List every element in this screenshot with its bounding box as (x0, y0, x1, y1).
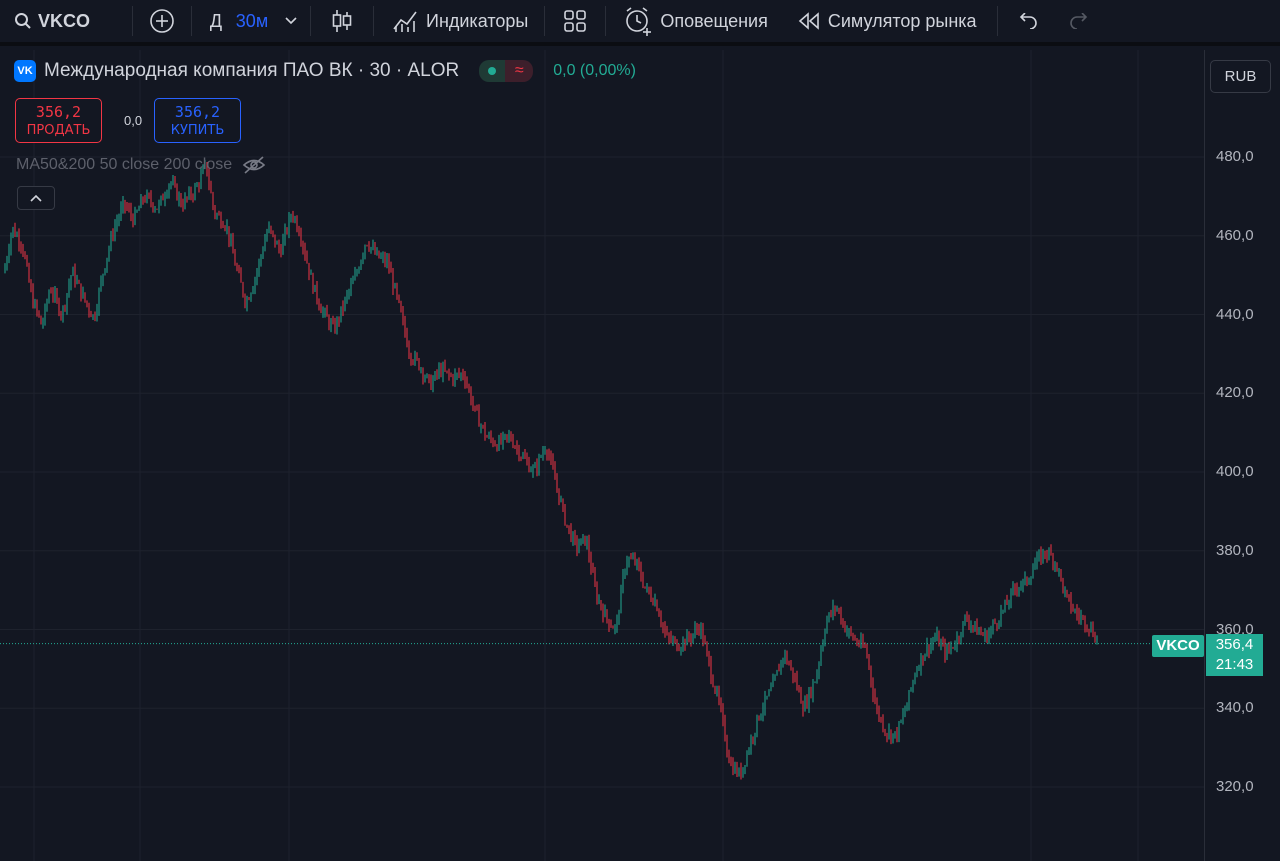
chevron-up-icon (30, 194, 42, 202)
compare-symbol-button[interactable] (135, 0, 189, 44)
undo-icon (1017, 13, 1039, 29)
sell-label: ПРОДАТЬ (26, 123, 91, 138)
layouts-button[interactable] (547, 0, 603, 44)
price-tick-label: 460,0 (1216, 226, 1254, 244)
interval-dropdown-button[interactable] (274, 0, 308, 44)
currency-button[interactable]: RUB (1210, 60, 1271, 93)
rewind-icon (798, 12, 820, 30)
toolbar-divider (605, 6, 607, 36)
vk-logo: VK (14, 60, 36, 82)
ma-indicator-label: MA50&200 50 close 200 close (16, 156, 233, 173)
toolbar-divider (996, 6, 998, 36)
top-toolbar: VKCO Д 30м Индикаторы Оповещения (0, 0, 1280, 46)
price-tick-label: 360,0 (1216, 620, 1254, 638)
toolbar-divider (191, 6, 192, 36)
chart-grid (0, 50, 1204, 861)
price-tick-label: 480,0 (1216, 148, 1254, 165)
redo-button[interactable] (1056, 0, 1102, 44)
toolbar-divider (310, 6, 311, 36)
toolbar-divider (373, 6, 374, 36)
market-open-dot-icon (479, 60, 506, 82)
price-axis[interactable] (1204, 50, 1280, 861)
last-price-value: 356,4 (1215, 636, 1254, 653)
chart-legend: VK Международная компания ПАО ВК · 30 · … (14, 60, 636, 82)
search-icon (14, 12, 32, 30)
ma-indicator-legend[interactable]: MA50&200 50 close 200 close (16, 156, 266, 174)
indicators-icon (392, 9, 418, 33)
buy-button[interactable]: 356,2 КУПИТЬ (154, 98, 241, 143)
alarm-clock-icon (624, 6, 654, 36)
price-change: 0,0 (0,00%) (553, 62, 636, 79)
collapse-legend-button[interactable] (17, 186, 55, 210)
price-tick-label: 440,0 (1216, 305, 1254, 323)
interval-30m-button[interactable]: 30м (235, 10, 269, 31)
symbol-label: VKCO (38, 10, 91, 31)
price-tick-label: 420,0 (1216, 384, 1254, 402)
interval-day-button[interactable]: Д (209, 10, 223, 31)
indicators-button[interactable]: Индикаторы (376, 0, 542, 44)
bar-countdown: 21:43 (1215, 656, 1254, 673)
last-price-label: 356,4 21:43 (1206, 634, 1263, 676)
chart-type-button[interactable] (313, 0, 371, 44)
plus-circle-icon (149, 8, 175, 34)
sell-button[interactable]: 356,2 ПРОДАТЬ (15, 98, 102, 143)
toolbar-divider (132, 6, 133, 36)
price-chart[interactable] (0, 50, 1204, 861)
alerts-button[interactable]: Оповещения (608, 0, 782, 44)
candles-icon (331, 9, 353, 33)
grid-layout-icon (563, 9, 587, 33)
eye-hidden-icon[interactable] (242, 156, 266, 174)
instrument-title[interactable]: Международная компания ПАО ВК · 30 · ALO… (44, 60, 460, 81)
price-tick-label: 380,0 (1216, 541, 1254, 559)
spread-value: 0,0 (124, 113, 143, 128)
chevron-down-icon (285, 17, 297, 25)
delayed-data-icon: ≈ (505, 60, 534, 82)
buy-price: 356,2 (174, 103, 221, 121)
buy-label: КУПИТЬ (170, 123, 225, 138)
toolbar-divider (544, 6, 546, 36)
symbol-search-button[interactable]: VKCO (0, 0, 130, 44)
replay-label: Симулятор рынка (827, 10, 977, 31)
redo-icon (1068, 13, 1090, 29)
sell-price: 356,2 (35, 103, 82, 121)
market-replay-button[interactable]: Симулятор рынка (782, 0, 995, 44)
chart-pane[interactable] (0, 50, 1204, 861)
symbol-price-tag: VKCO (1152, 635, 1204, 657)
candle-series (4, 159, 1098, 780)
alerts-label: Оповещения (660, 10, 768, 31)
market-status-pill[interactable]: ≈ (479, 60, 534, 82)
price-tick-label: 400,0 (1216, 463, 1254, 480)
price-tick-label: 320,0 (1216, 778, 1254, 795)
indicators-label: Индикаторы (426, 10, 529, 31)
price-tick-label: 340,0 (1216, 699, 1254, 717)
undo-button[interactable] (1000, 0, 1056, 44)
